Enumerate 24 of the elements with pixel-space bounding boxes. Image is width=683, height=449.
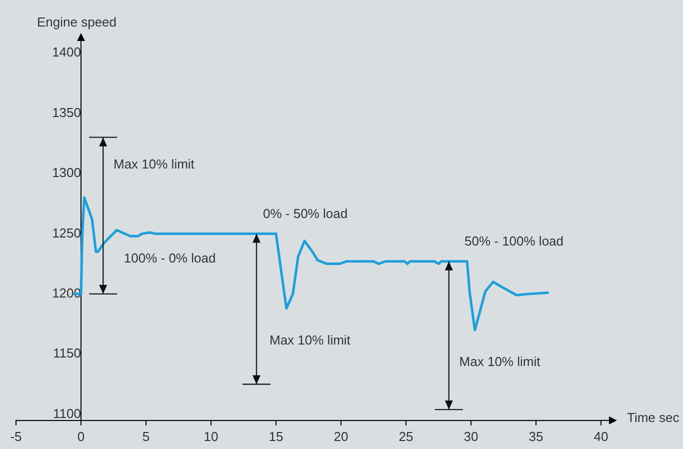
x-tick-label: 5 — [142, 428, 150, 444]
annotation: Max 10% limit — [114, 156, 195, 172]
x-tick-label: 0 — [77, 428, 85, 444]
x-tick-label: -5 — [10, 428, 22, 444]
x-tick-label: 10 — [204, 428, 218, 444]
y-tick-label: 1350 — [52, 104, 81, 120]
x-tick-label: 25 — [398, 428, 414, 444]
y-tick-label: 1400 — [52, 44, 81, 60]
y-tick-label: 1150 — [53, 346, 81, 361]
y-tick-label: 1300 — [52, 165, 81, 180]
x-axis-title: Time sec — [627, 410, 680, 425]
annotation: Max 10% limit — [270, 332, 351, 348]
x-tick-label: 20 — [334, 428, 348, 444]
annotation: 50% - 100% load — [464, 234, 564, 249]
annotation: 0% - 50% load — [263, 206, 348, 221]
annotation: Max 10% limit — [459, 354, 541, 370]
x-tick-label: 40 — [594, 428, 608, 444]
y-axis-title: Engine speed — [37, 14, 117, 30]
y-tick-label: 1250 — [52, 225, 81, 240]
annotation: 100% - 0% load — [124, 250, 216, 266]
x-tick-label: 30 — [464, 428, 478, 444]
y-tick-label: 1100 — [53, 406, 81, 421]
x-tick-label: 35 — [528, 428, 544, 444]
x-tick-label: 15 — [268, 428, 284, 444]
